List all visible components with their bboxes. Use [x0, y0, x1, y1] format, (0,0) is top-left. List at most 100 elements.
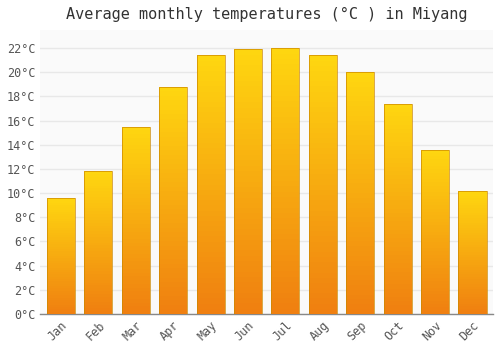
Bar: [309, 112, 337, 118]
Bar: [421, 150, 449, 314]
Bar: [196, 71, 224, 76]
Bar: [272, 133, 299, 139]
Bar: [122, 265, 150, 269]
Bar: [234, 134, 262, 139]
Bar: [309, 231, 337, 236]
Bar: [272, 239, 299, 245]
Bar: [458, 250, 486, 252]
Bar: [384, 129, 411, 133]
Bar: [272, 102, 299, 107]
Bar: [384, 192, 411, 196]
Bar: [84, 220, 112, 223]
Bar: [346, 116, 374, 121]
Bar: [159, 278, 187, 282]
Bar: [346, 130, 374, 135]
Bar: [421, 251, 449, 255]
Bar: [384, 188, 411, 192]
Bar: [234, 150, 262, 155]
Bar: [458, 213, 486, 215]
Bar: [384, 230, 411, 234]
Bar: [309, 102, 337, 107]
Bar: [309, 226, 337, 231]
Bar: [421, 225, 449, 229]
Bar: [346, 169, 374, 174]
Bar: [47, 307, 75, 309]
Bar: [346, 232, 374, 237]
Bar: [122, 187, 150, 190]
Bar: [346, 77, 374, 82]
Bar: [122, 142, 150, 145]
Bar: [384, 175, 411, 180]
Bar: [421, 307, 449, 310]
Bar: [84, 186, 112, 189]
Bar: [272, 277, 299, 282]
Bar: [122, 209, 150, 213]
Bar: [122, 153, 150, 157]
Bar: [346, 135, 374, 140]
Bar: [122, 183, 150, 187]
Bar: [309, 278, 337, 283]
Bar: [421, 232, 449, 235]
Bar: [458, 297, 486, 299]
Bar: [47, 258, 75, 260]
Bar: [84, 271, 112, 274]
Bar: [458, 193, 486, 196]
Bar: [309, 174, 337, 180]
Bar: [458, 228, 486, 230]
Bar: [196, 288, 224, 293]
Bar: [234, 107, 262, 113]
Bar: [159, 228, 187, 232]
Bar: [384, 196, 411, 201]
Bar: [421, 235, 449, 238]
Bar: [47, 281, 75, 284]
Bar: [159, 282, 187, 287]
Bar: [84, 223, 112, 225]
Bar: [458, 309, 486, 312]
Bar: [196, 195, 224, 200]
Bar: [84, 200, 112, 203]
Bar: [234, 129, 262, 134]
Bar: [122, 258, 150, 261]
Bar: [84, 251, 112, 254]
Bar: [196, 55, 224, 314]
Bar: [458, 255, 486, 257]
Bar: [47, 272, 75, 274]
Bar: [421, 179, 449, 182]
Bar: [84, 234, 112, 237]
Bar: [196, 164, 224, 169]
Bar: [159, 264, 187, 268]
Bar: [159, 209, 187, 214]
Bar: [122, 138, 150, 142]
Bar: [309, 288, 337, 293]
Bar: [309, 66, 337, 71]
Bar: [346, 87, 374, 92]
Bar: [346, 159, 374, 164]
Bar: [159, 155, 187, 160]
Bar: [196, 76, 224, 81]
Bar: [196, 200, 224, 205]
Bar: [159, 305, 187, 309]
Bar: [458, 302, 486, 304]
Bar: [47, 223, 75, 226]
Bar: [272, 303, 299, 309]
Bar: [309, 128, 337, 133]
Bar: [309, 55, 337, 61]
Bar: [346, 246, 374, 251]
Bar: [458, 277, 486, 279]
Bar: [346, 121, 374, 126]
Bar: [122, 168, 150, 172]
Bar: [122, 202, 150, 205]
Bar: [234, 49, 262, 314]
Bar: [421, 265, 449, 268]
Bar: [234, 145, 262, 150]
Bar: [84, 189, 112, 191]
Bar: [47, 298, 75, 300]
Bar: [84, 274, 112, 277]
Bar: [84, 305, 112, 308]
Bar: [196, 252, 224, 257]
Bar: [384, 125, 411, 129]
Bar: [346, 256, 374, 261]
Bar: [122, 254, 150, 258]
Bar: [122, 160, 150, 164]
Bar: [84, 240, 112, 243]
